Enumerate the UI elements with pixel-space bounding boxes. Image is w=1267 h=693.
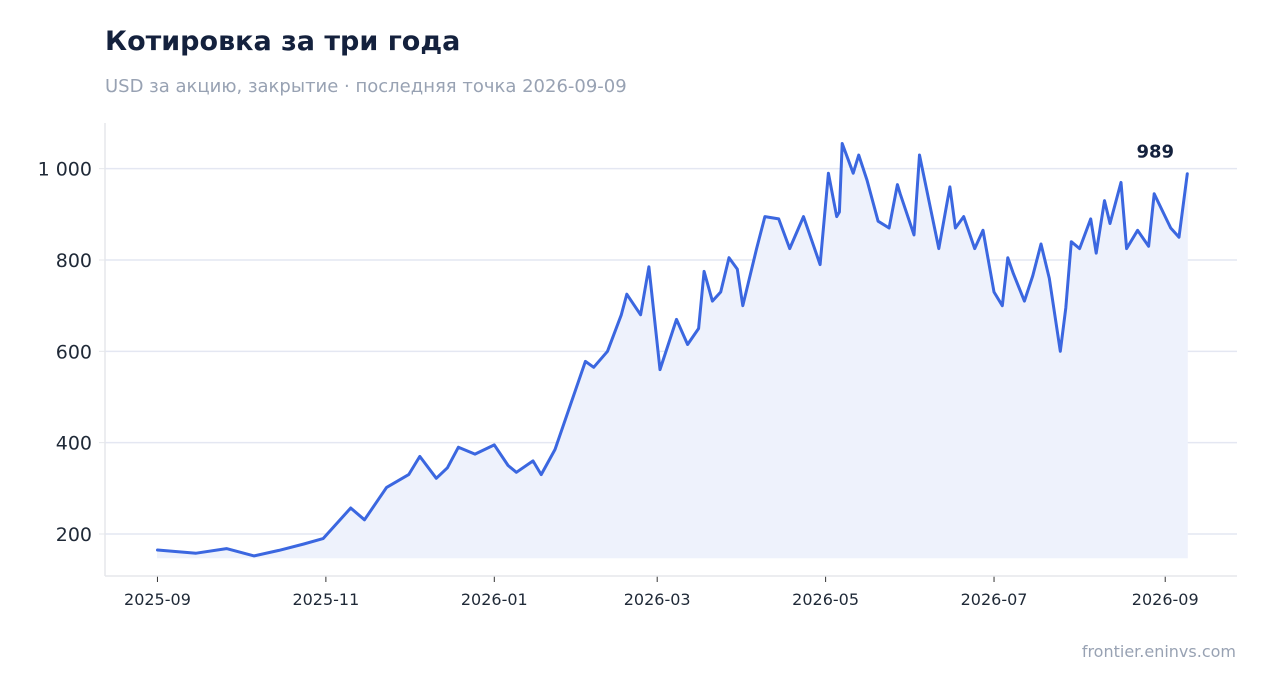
tick-layer: 200 400 600 800 1 000 2025-09 2025-11 2026-01 20… [38, 159, 1199, 609]
x-tick-label: 2025-09 [124, 590, 191, 609]
x-tick-label: 2026-07 [961, 590, 1028, 609]
chart-title: Котировка за три года [105, 26, 461, 57]
last-value-label: 989 [1137, 142, 1175, 163]
x-tick-label: 2025-11 [292, 590, 359, 609]
x-tick-label: 2026-05 [792, 590, 859, 609]
y-tick-label: 800 [56, 250, 92, 272]
y-tick-label: 1 000 [38, 159, 92, 181]
x-tick-label: 2026-09 [1132, 590, 1199, 609]
y-tick-label: 400 [56, 433, 92, 455]
x-tick-label: 2026-01 [461, 590, 528, 609]
x-tick-label: 2026-03 [624, 590, 691, 609]
area-layer [156, 142, 1189, 559]
y-tick-label: 600 [56, 341, 92, 363]
price-line [156, 142, 1189, 558]
y-tick-label: 200 [56, 524, 92, 546]
source-link[interactable]: frontier.eninvs.com [1081, 642, 1236, 661]
axis-layer [99, 123, 1237, 582]
chart-subtitle: USD за акцию, закрытие · последняя точка… [105, 76, 627, 97]
